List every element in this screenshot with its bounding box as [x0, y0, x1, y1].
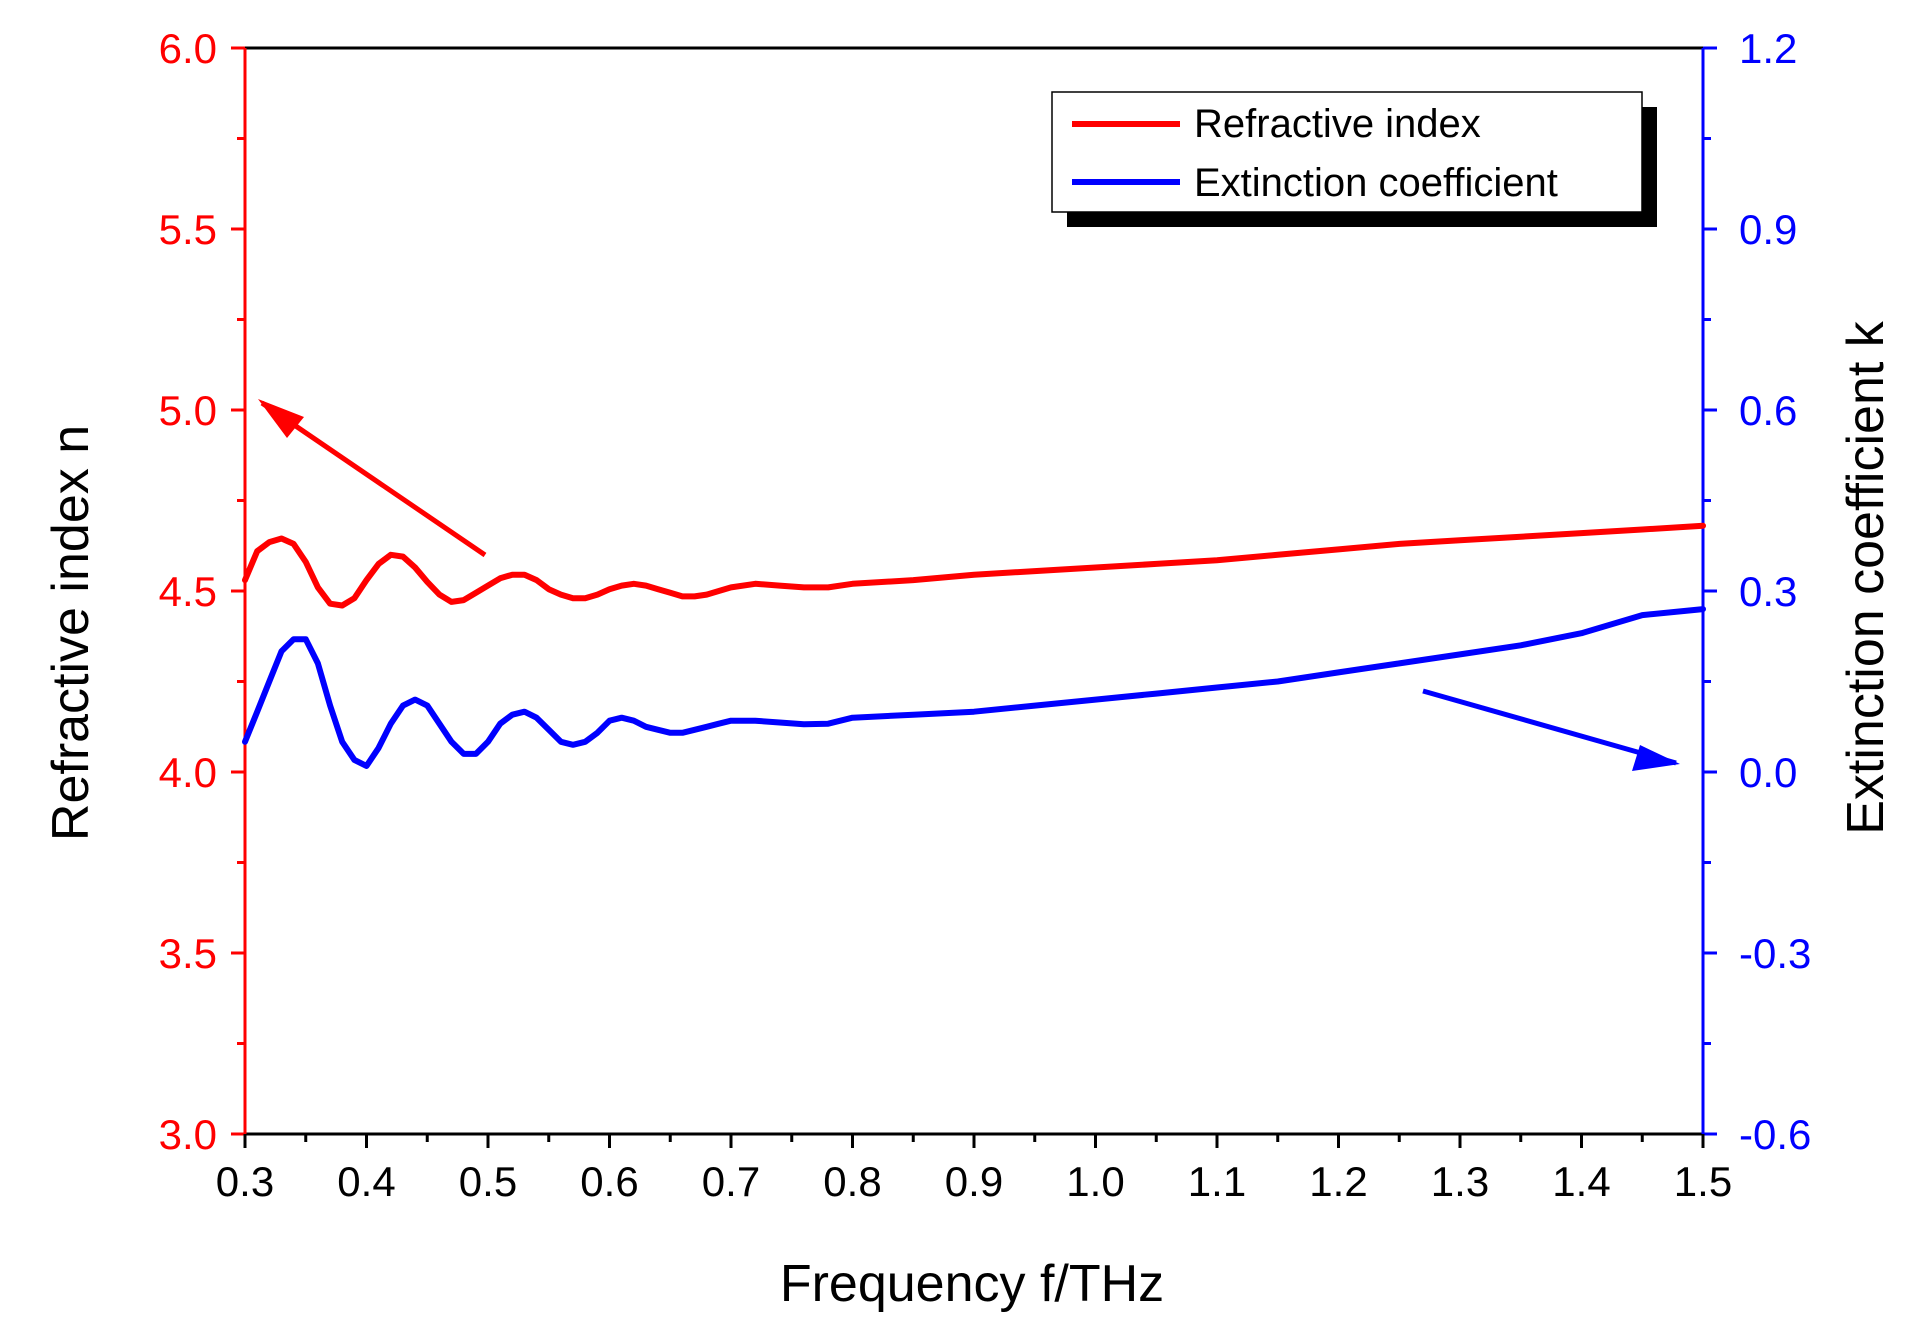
- x-tick-label: 0.3: [216, 1158, 274, 1205]
- left-y-axis-label: Refractive index n: [42, 425, 100, 841]
- x-tick-label: 0.7: [702, 1158, 760, 1205]
- x-tick-label: 0.5: [459, 1158, 517, 1205]
- right-y-axis-label: Extinction coefficient k: [1837, 320, 1895, 835]
- x-tick-label: 1.0: [1066, 1158, 1124, 1205]
- left-y-tick-label: 3.5: [159, 930, 217, 977]
- axis-indicator-arrows: [258, 399, 1680, 771]
- x-tick-label: 1.2: [1309, 1158, 1367, 1205]
- legend-label-extinction-coefficient: Extinction coefficient: [1194, 161, 1558, 205]
- legend: Refractive index Extinction coefficient: [1051, 91, 1657, 227]
- right-y-tick-label: 0.9: [1739, 206, 1797, 253]
- left-y-tick-label: 4.0: [159, 749, 217, 796]
- extinction-coefficient-line: [242, 606, 1706, 769]
- x-tick-label: 0.8: [823, 1158, 881, 1205]
- right-y-tick-label: 0.6: [1739, 387, 1797, 434]
- left-y-tick-label: 6.0: [159, 25, 217, 72]
- right-y-tick-label: 0.3: [1739, 568, 1797, 615]
- x-tick-label: 1.3: [1431, 1158, 1489, 1205]
- left-y-tick-label: 5.0: [159, 387, 217, 434]
- left-y-tick-label: 3.0: [159, 1111, 217, 1158]
- x-tick-label: 0.4: [337, 1158, 395, 1205]
- x-tick-label: 1.5: [1674, 1158, 1732, 1205]
- right-y-tick-label: 1.2: [1739, 25, 1797, 72]
- left-y-tick-label: 4.5: [159, 568, 217, 615]
- right-y-axis: -0.6 -0.3 0.0 0.3 0.6 0.9 1.2: [1701, 25, 1811, 1158]
- x-tick-label: 0.9: [945, 1158, 1003, 1205]
- right-y-tick-label: -0.3: [1739, 930, 1811, 977]
- x-axis-label: Frequency f/THz: [780, 1255, 1164, 1313]
- legend-label-refractive-index: Refractive index: [1194, 102, 1481, 146]
- left-y-tick-label: 5.5: [159, 206, 217, 253]
- legend-box: [1051, 91, 1643, 213]
- refractive-index-line: [242, 522, 1706, 609]
- right-y-tick-label: 0.0: [1739, 749, 1797, 796]
- x-tick-label: 0.6: [580, 1158, 638, 1205]
- x-axis: 0.3 0.4 0.5 0.6 0.7 0.8 0.9 1.0 1.1 1.2 1.3 1.4 1.5: [216, 1134, 1732, 1205]
- right-y-tick-label: -0.6: [1739, 1111, 1811, 1158]
- right-axis-arrow: [1422, 688, 1680, 771]
- left-y-axis: 3.0 3.5 4.0 4.5 5.0 5.5 6.0: [159, 25, 247, 1158]
- x-tick-label: 1.4: [1552, 1158, 1610, 1205]
- left-axis-arrow: [258, 399, 487, 558]
- series-lines: [242, 522, 1706, 769]
- x-tick-label: 1.1: [1188, 1158, 1246, 1205]
